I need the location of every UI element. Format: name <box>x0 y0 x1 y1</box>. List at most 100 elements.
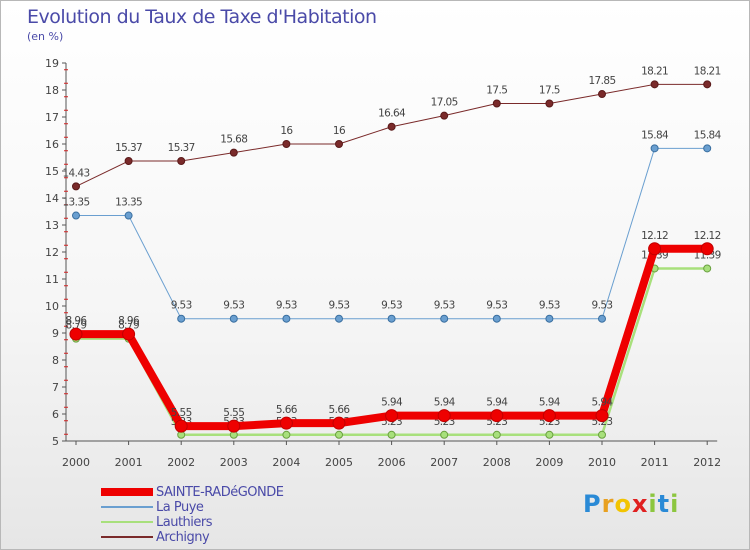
data-label: 5.94 <box>486 397 508 409</box>
logo-letter: x <box>631 490 649 518</box>
data-point <box>598 314 606 323</box>
data-label: 5.94 <box>539 397 561 409</box>
data-point <box>332 416 346 430</box>
data-label: 5.55 <box>171 407 192 419</box>
data-point <box>335 314 343 323</box>
x-tick-label: 2012 <box>693 456 721 469</box>
y-tick-label: 8 <box>52 354 59 367</box>
data-point <box>542 409 556 423</box>
logo-letter: i <box>670 490 680 518</box>
data-point <box>437 409 451 423</box>
x-tick-label: 2003 <box>220 456 248 469</box>
data-label: 16 <box>333 125 346 137</box>
data-point <box>72 182 80 191</box>
data-point <box>598 90 606 99</box>
legend-label: La Puye <box>156 500 204 515</box>
x-tick-label: 2002 <box>167 456 195 469</box>
data-point <box>598 430 606 439</box>
x-tick-label: 2005 <box>325 456 353 469</box>
data-label: 12.12 <box>694 230 721 242</box>
chart-subtitle: (en %) <box>27 30 64 43</box>
data-point <box>282 140 291 148</box>
data-point <box>335 140 343 148</box>
data-label: 9.53 <box>171 300 192 312</box>
data-point <box>700 242 714 256</box>
data-label: 16.64 <box>378 108 406 120</box>
x-tick-label: 2007 <box>430 456 458 469</box>
data-label: 9.53 <box>329 300 350 312</box>
data-point <box>335 430 343 439</box>
data-label: 5.94 <box>434 397 456 409</box>
data-point <box>72 211 80 220</box>
data-label: 8.96 <box>118 315 140 327</box>
data-point <box>440 111 449 120</box>
line-chart: 5 6 7 8 9 10 11 12 13 14 15 16 17 18 19 2000 2001 2002 200… <box>45 57 722 469</box>
data-point <box>492 314 501 323</box>
y-tick-label: 17 <box>45 111 59 124</box>
data-point <box>387 430 396 439</box>
legend-swatch <box>101 521 153 523</box>
y-tick-label: 14 <box>45 192 59 205</box>
data-point <box>124 211 133 220</box>
data-label: 17.5 <box>486 85 507 97</box>
x-tick-label: 2010 <box>588 456 616 469</box>
data-label: 8.96 <box>66 315 88 327</box>
data-label: 15.68 <box>220 134 247 146</box>
data-point <box>648 242 662 256</box>
data-label: 15.84 <box>694 129 722 141</box>
x-tick-label: 2000 <box>62 456 90 469</box>
data-label: 5.55 <box>223 407 244 419</box>
data-label: 9.53 <box>539 300 560 312</box>
y-tick-label: 19 <box>45 57 59 70</box>
data-label: 9.53 <box>486 300 507 312</box>
logo-letter: P <box>583 490 602 518</box>
data-point <box>492 99 501 108</box>
data-point <box>282 430 291 439</box>
legend-swatch <box>101 536 153 538</box>
data-point <box>545 99 554 108</box>
x-tick-label: 2011 <box>641 456 669 469</box>
data-label: 15.37 <box>168 142 195 154</box>
data-point <box>69 327 83 341</box>
series-line-la-puye <box>76 147 708 320</box>
data-label: 9.53 <box>434 300 455 312</box>
data-point <box>650 144 659 153</box>
y-tick-label: 15 <box>45 165 59 178</box>
data-point <box>703 144 712 153</box>
data-label: 9.53 <box>223 300 244 312</box>
legend-swatch <box>101 488 153 496</box>
y-tick-label: 9 <box>52 327 59 340</box>
data-label: 18.21 <box>694 65 721 77</box>
y-tick-label: 16 <box>45 138 59 151</box>
legend-label: Archigny <box>156 530 210 545</box>
data-point <box>227 419 241 433</box>
data-point <box>703 264 712 273</box>
data-point <box>650 80 659 89</box>
y-tick-label: 13 <box>45 219 59 232</box>
data-point <box>595 409 609 423</box>
data-label: 5.94 <box>592 397 614 409</box>
data-point <box>229 314 238 323</box>
y-tick-label: 5 <box>52 435 59 448</box>
data-label: 9.53 <box>381 300 402 312</box>
data-point <box>124 157 133 166</box>
data-point <box>545 430 554 439</box>
data-point <box>492 430 501 439</box>
logo-letter: r <box>601 490 615 518</box>
data-point <box>387 314 396 323</box>
series-line-archigny <box>75 83 708 187</box>
data-point <box>177 314 186 323</box>
data-label: 16 <box>280 125 293 137</box>
data-label: 8.79 <box>118 320 139 332</box>
data-label: 5.94 <box>381 397 403 409</box>
data-point <box>490 409 504 423</box>
logo-letter: t <box>657 490 671 518</box>
data-label: 8.79 <box>66 320 87 332</box>
data-label: 18.21 <box>641 65 668 77</box>
data-label: 5.66 <box>329 404 351 416</box>
data-label: 9.53 <box>592 300 613 312</box>
data-point <box>703 80 712 89</box>
chart-title: Evolution du Taux de Taxe d'Habitation <box>27 6 377 28</box>
data-label: 13.35 <box>62 197 89 209</box>
